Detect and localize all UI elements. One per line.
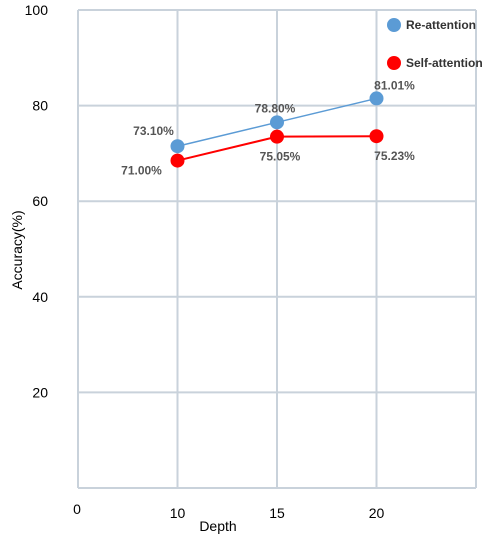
y-tick-label: 40 [32,289,48,305]
data-point [170,153,185,168]
legend-marker [387,18,401,32]
data-point [270,115,284,130]
y-tick-label: 60 [32,193,48,209]
x-axis-title: Depth [199,518,236,534]
x-tick-label: 10 [170,505,186,521]
x-axis-ticks: 0 10 15 20 [73,501,384,521]
data-label: 75.05% [260,150,301,164]
grid [77,9,477,489]
legend-marker [387,56,401,70]
y-axis-ticks: 20 40 60 80 100 [25,2,49,400]
x-tick-label: 15 [269,505,285,521]
x-tick-label: 20 [369,505,385,521]
data-point [369,91,384,106]
data-point [270,129,284,144]
data-labels: 73.10% 78.80% 81.01% 71.00% 75.05% 75.23% [121,78,415,177]
data-label: 78.80% [255,101,296,115]
y-tick-label: 20 [32,384,48,400]
y-axis-title: Accuracy(%) [9,210,25,289]
data-label: 75.23% [374,149,415,163]
y-tick-label: 80 [32,98,48,114]
x-tick-label: 0 [73,501,81,517]
legend: Re-attention Self-attention [387,18,483,70]
series-layer [170,91,384,168]
data-label: 71.00% [121,164,162,178]
legend-label: Re-attention [406,18,476,32]
data-label: 81.01% [374,78,415,92]
data-point [369,129,384,144]
legend-label: Self-attention [406,56,483,70]
data-label: 73.10% [133,124,174,138]
data-point [170,139,185,154]
y-tick-label: 100 [25,2,49,18]
